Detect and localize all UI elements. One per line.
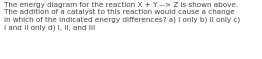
Text: The energy diagram for the reaction X + Y --> Z is shown above.
The addition of : The energy diagram for the reaction X + … (4, 2, 240, 31)
